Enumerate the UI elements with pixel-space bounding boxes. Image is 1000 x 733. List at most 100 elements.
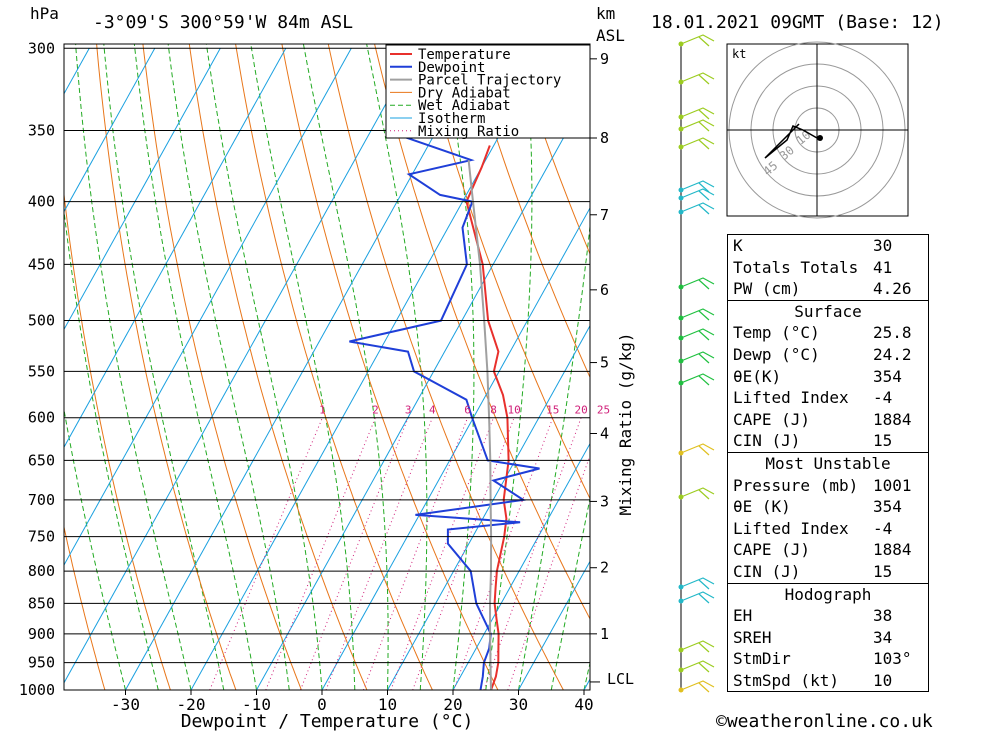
wind-barb [680,640,715,653]
mu-cape-value: 1884 [873,540,912,560]
isotherm-line [256,89,590,690]
isotherm-line [0,48,24,690]
surface-lifted-label: Lifted Index [733,388,849,408]
mixing-ratio-line [325,417,433,690]
sreh-value: 34 [873,627,893,647]
mu-pressure-label: Pressure (mb) [733,475,859,495]
wind-barb [680,351,715,364]
pw-value: 4.26 [873,279,912,299]
legend-label: Parcel Trajectory [418,73,561,89]
wet-adiabat-line [441,44,475,690]
wind-barb [680,34,715,47]
stmspd-label: StmSpd (kt) [733,670,839,690]
mixing-ratio-line [453,417,554,690]
wet-adiabat-line [550,496,590,690]
legend-label: Wet Adiabat [418,98,511,114]
surface-theta-e-label: θE(K) [733,366,782,386]
wind-barb [680,577,715,590]
surface-theta-e-value: 354 [873,366,902,386]
pressure-tick-label: 600 [28,409,55,427]
wind-barb [680,443,715,456]
mixing-ratio-label: 20 [574,404,587,417]
indices-table: K 30 Totals Totals 41 PW (cm) 4.26 Surface … [727,234,929,693]
wind-barb [680,188,715,201]
dry-adiabat-line [64,524,106,690]
mixing-ratio-label: 1 [319,404,326,417]
temperature-tick-label: 0 [317,695,327,714]
pw-label: PW (cm) [733,279,801,299]
temperature-tick-label: -20 [177,695,206,714]
isotherm-line [64,48,156,213]
legend-label: Dewpoint [418,60,485,76]
dry-adiabat-line [142,44,302,690]
eh-value: 38 [873,606,893,626]
wind-barb [680,308,715,321]
wet-adiabat-line [250,44,356,690]
km-tick-label: 8 [600,129,609,147]
km-tick-label: 6 [600,281,609,299]
temperature-tick-label: -10 [242,695,271,714]
axes: 3003504004505005506006507007508008509009… [19,39,609,714]
wet-adiabat-line [103,44,225,690]
wind-barb [680,373,715,386]
mu-cin-label: CIN (J) [733,561,801,581]
sreh-label: SREH [733,627,772,647]
hodograph-trace [764,123,818,159]
isotherm-line [452,442,590,690]
mu-lifted-label: Lifted Index [733,518,849,538]
dewpoint-line [349,47,540,690]
totals-label: Totals Totals [733,257,859,277]
mixing-ratio-label: 6 [464,404,471,417]
dry-adiabat-line [420,44,590,500]
mixing-ratio-line [362,417,469,690]
isotherm-line [64,48,352,567]
wind-barbs [678,34,715,693]
wind-barb [680,591,715,604]
sounding-series [349,47,540,690]
wet-adiabat-line [205,44,323,690]
parcel-trajectory-line [467,159,493,690]
hodograph-section-title: Hodograph [728,582,928,606]
hodograph-unit-label: kt [732,47,746,61]
temperature-tick-label: -30 [111,695,140,714]
mu-theta-e-value: 354 [873,497,902,517]
mu-theta-e-label: θE (K) [733,497,791,517]
dry-adiabats [64,44,590,690]
surface-temp-label: Temp (°C) [733,323,820,343]
credit-link[interactable]: ©weatheronline.co.uk [716,711,933,732]
most-unstable-section-title: Most Unstable [728,451,928,475]
pressure-tick-label: 450 [28,255,55,273]
surface-cin-value: 15 [873,431,893,451]
pressure-tick-label: 400 [28,193,55,211]
pressure-tick-label: 800 [28,562,55,580]
wet-adiabat-line [302,44,389,690]
wet-adiabat-line [75,44,192,690]
mixing-ratio-line [507,454,590,690]
dry-adiabat-line [188,44,368,690]
wet-adiabat-line [518,222,590,690]
isotherm-line [518,560,590,690]
km-tick-label: 7 [600,206,609,224]
pressure-tick-label: 300 [28,39,55,57]
surface-cin-label: CIN (J) [733,431,801,451]
legend-label: Dry Adiabat [418,85,511,101]
temperature-tick-label: 10 [378,695,397,714]
pressure-tick-label: 500 [28,312,55,330]
pressure-tick-label: 650 [28,451,55,469]
wet-adiabats [64,44,590,690]
mu-lifted-value: -4 [873,518,893,538]
pressure-tick-label: 1000 [19,681,55,699]
dry-adiabat-line [327,44,564,690]
isotherm-line [321,206,590,690]
wind-barb [680,328,715,341]
temperature-tick-label: 40 [574,695,593,714]
wind-barb [680,487,715,500]
pressure-tick-label: 550 [28,362,55,380]
mixing-ratio-axis-label: Mixing Ratio (g/kg) [616,332,635,515]
location-title: -3°09'S 300°59'W 84m ASL [93,12,353,33]
pressure-tick-label: 700 [28,491,55,509]
k-label: K [733,236,743,255]
mixing-ratio-labels: 1 2 3 4 6 8 10 15 20 25 [319,404,610,417]
